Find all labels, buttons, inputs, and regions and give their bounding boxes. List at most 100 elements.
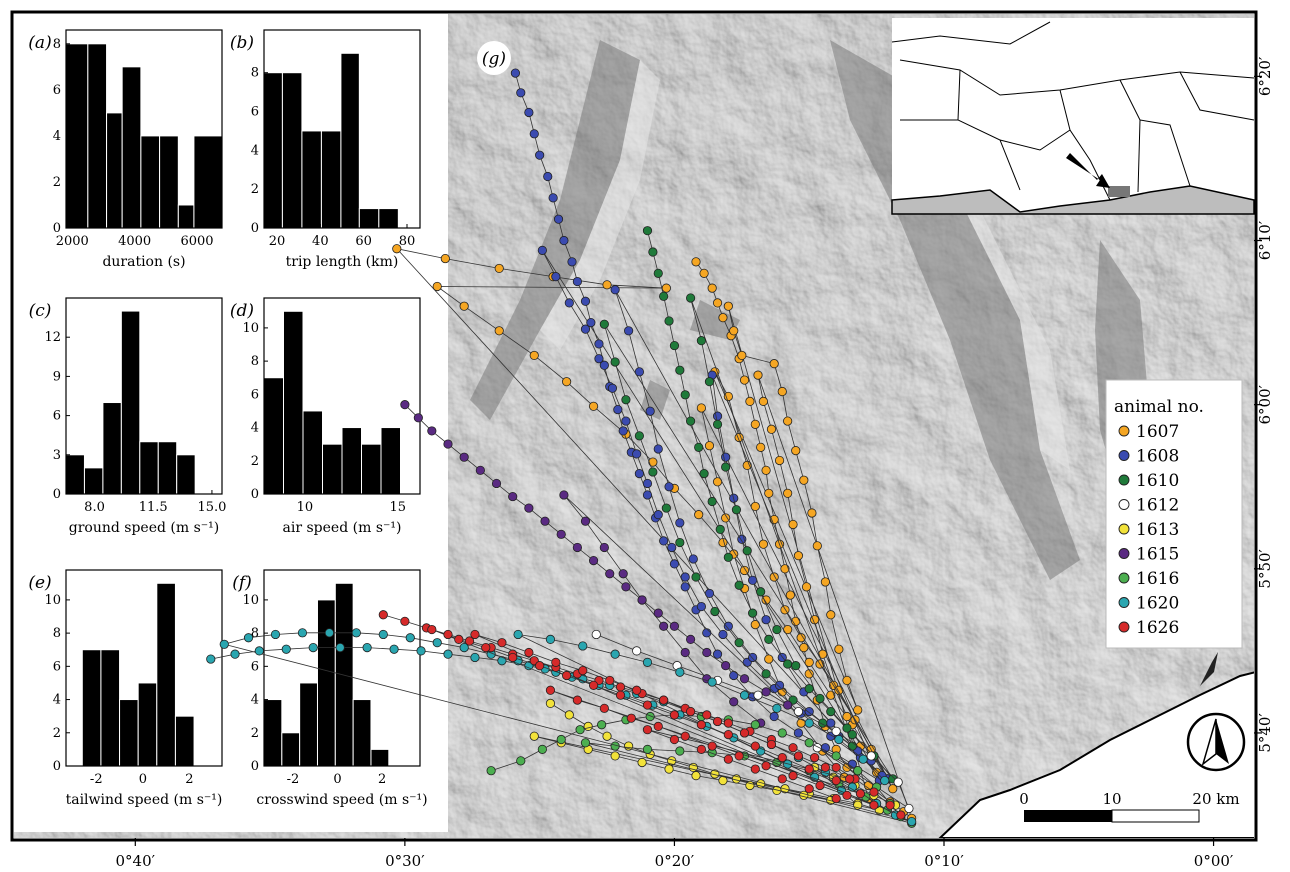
fix-point-1610 (686, 293, 696, 303)
hist-d-bar-6 (361, 443, 382, 495)
hist-a-panel-letter: (a) (28, 33, 51, 53)
fix-point-1607 (793, 551, 804, 561)
fix-point-1607 (750, 419, 760, 429)
fix-point-1608 (659, 536, 669, 546)
fix-point-1607 (661, 283, 671, 293)
map-axes: 1°00′0°50′0°40′0°30′0°20′0°10′0°00′6°20′… (116, 56, 1275, 870)
fix-point-1612 (753, 690, 763, 700)
study-area-marker (1108, 186, 1130, 197)
fix-point-1616 (516, 756, 526, 766)
legend-label-1612: 1612 (1136, 496, 1179, 516)
scale-label-10: 10 (1102, 790, 1121, 808)
hist-a-axes-box (65, 29, 223, 229)
hist-e-bar-6 (174, 715, 195, 767)
fix-point-1613 (745, 780, 755, 791)
fix-point-1616 (645, 711, 655, 722)
fix-point-1608 (567, 257, 577, 267)
fix-point-1608 (535, 150, 545, 160)
fix-point-1615 (427, 426, 437, 436)
fix-point-1626 (659, 695, 669, 705)
fix-point-1626 (831, 762, 841, 773)
fix-point-1608 (594, 339, 604, 349)
hist-c-panel-letter: (c) (29, 301, 52, 321)
fix-point-1607 (392, 244, 402, 254)
hist-c-xtick-label: 15.0 (197, 500, 226, 515)
fix-point-1615 (413, 413, 423, 423)
fix-point-1615 (599, 542, 609, 553)
fix-point-1610 (715, 524, 725, 535)
fix-point-1620 (545, 634, 556, 644)
fix-point-1608 (675, 518, 685, 528)
fix-point-1608 (621, 416, 631, 426)
hist-d-xtick-label: 15 (389, 500, 406, 515)
fix-point-1610 (659, 291, 669, 301)
fix-point-1610 (691, 572, 701, 582)
hist-c-bar-6 (157, 441, 178, 495)
fix-point-1626 (788, 743, 798, 753)
legend-label-1620: 1620 (1136, 594, 1179, 614)
legend-marker-1612 (1118, 499, 1130, 510)
fix-point-1620 (297, 628, 308, 638)
fix-point-1607 (785, 590, 795, 600)
histogram-a: 0 2 4 6 8 2000 4000 6000 duration (s) (a) (28, 29, 223, 270)
hist-e-bar-3 (119, 699, 139, 767)
fix-point-1607 (799, 475, 809, 485)
fix-point-1608 (553, 214, 564, 224)
fix-point-1608 (586, 317, 596, 328)
fix-point-1607 (758, 396, 768, 406)
fix-point-1608 (548, 193, 558, 203)
hist-c-axes-box (65, 297, 223, 495)
hist-c-xlabel: ground speed (m s⁻¹) (69, 520, 220, 536)
hist-b-ytick-label: 6 (251, 105, 259, 120)
fix-point-1620 (470, 652, 480, 663)
lon-label: 0°40′ (116, 852, 156, 870)
fix-point-1620 (804, 718, 814, 728)
fix-point-1613 (664, 764, 674, 774)
fix-point-1608 (688, 554, 698, 564)
hist-d-bar-1 (263, 377, 284, 495)
fix-point-1608 (529, 129, 539, 139)
fix-point-1610 (734, 638, 744, 648)
fix-point-1607 (758, 539, 768, 549)
fix-point-1626 (766, 739, 777, 750)
fix-point-1615 (588, 555, 599, 566)
fix-point-1607 (766, 424, 777, 434)
fix-point-1610 (764, 634, 774, 644)
fix-point-1610 (648, 467, 658, 477)
fix-point-1608 (537, 245, 547, 255)
fix-point-1620 (459, 642, 469, 653)
fix-point-1615 (659, 621, 669, 631)
fix-point-1608 (793, 728, 804, 738)
fix-point-1626 (696, 720, 706, 730)
fix-point-1620 (335, 642, 345, 653)
hist-c-bar-5 (139, 441, 159, 495)
fix-point-1607 (729, 326, 739, 336)
hist-a-bar-6 (159, 135, 179, 229)
fix-point-1608 (634, 367, 644, 377)
fix-point-1607 (707, 283, 717, 293)
fix-point-1608 (516, 88, 526, 98)
fix-point-1626 (885, 800, 895, 810)
fix-point-1607 (791, 446, 801, 456)
fix-point-1610 (783, 659, 793, 669)
fix-point-1626 (750, 764, 760, 774)
hist-b-bar-4 (320, 130, 342, 229)
hist-e-ytick-label: 10 (44, 593, 61, 608)
fix-point-1608 (580, 324, 591, 334)
fix-point-1616 (486, 766, 496, 776)
fix-point-1626 (855, 789, 866, 799)
fix-point-1626 (845, 774, 855, 784)
fix-point-1607 (739, 375, 750, 385)
fix-point-1620 (578, 641, 588, 651)
fix-point-1626 (896, 810, 906, 820)
fix-point-1615 (540, 516, 550, 526)
fix-point-1626 (723, 754, 733, 764)
hist-b-ytick-label: 0 (251, 221, 259, 236)
fix-point-1626 (820, 762, 830, 773)
fix-point-1620 (610, 649, 620, 659)
fix-point-1620 (739, 690, 750, 700)
track-1615 (400, 400, 793, 728)
fix-point-1608 (718, 629, 728, 640)
fix-point-1607 (761, 465, 771, 475)
lon-label: 0°10′ (924, 852, 964, 870)
